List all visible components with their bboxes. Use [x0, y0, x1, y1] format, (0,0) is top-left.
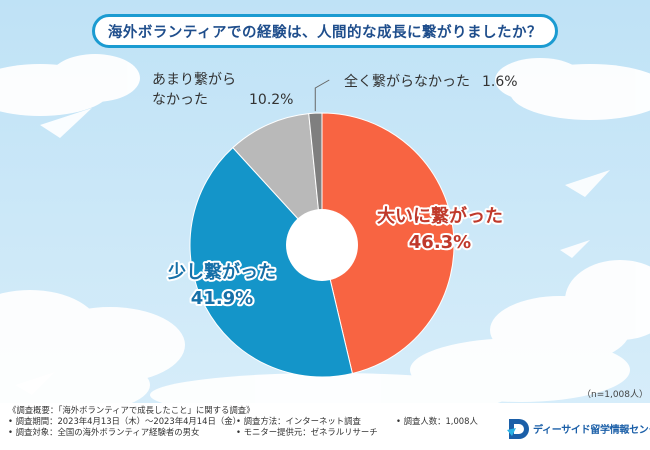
- center-logo-text: ディーサイド留学情報センター: [533, 425, 650, 436]
- sample-size-note: （n=1,008人）: [582, 390, 649, 400]
- leader-line: [314, 79, 330, 112]
- slice-label-2: 少し繋がった: [167, 261, 276, 283]
- survey-method: • 調査方法：インターネット調査: [236, 416, 361, 426]
- survey-overview: 《調査概要：「海外ボランティアで成長したこと」に関する調査》: [8, 405, 255, 415]
- slice-label-3: あまり繋がら: [152, 72, 236, 88]
- center-logo-icon: [507, 419, 529, 439]
- slice-value-1: 46.3%: [409, 232, 471, 253]
- survey-footer: 《調査概要：「海外ボランティアで成長したこと」に関する調査》 • 調査期間：20…: [0, 403, 650, 450]
- slice-label-3b: なかった: [152, 92, 208, 108]
- slice-value-2: 41.9%: [191, 288, 253, 309]
- survey-period: • 調査期間：2023年4月13日（木）～2023年4月14日（金）: [8, 416, 241, 426]
- survey-count: • 調査人数：1,008人: [396, 416, 478, 426]
- survey-provider: • モニター提供元：ゼネラルリサーチ: [236, 427, 378, 437]
- chart-title: 海外ボランティアでの経験は、人間的な成長に繋がりましたか？: [92, 14, 558, 48]
- slice-label-4: 全く繋がらなかった: [344, 73, 470, 90]
- survey-target: • 調査対象：全国の海外ボランティア経験者の男女: [8, 427, 200, 437]
- slice-value-3: 10.2%: [249, 92, 293, 108]
- slice-value-4: 1.6%: [482, 74, 518, 90]
- pie-slice-1: [321, 112, 455, 375]
- donut-hole: [286, 209, 358, 281]
- paper-plane-icon: [15, 108, 610, 395]
- pie-slice-2: [189, 146, 354, 378]
- cloud-decorations: [0, 54, 650, 417]
- slice-label-1: 大いに繋がった: [377, 205, 503, 227]
- pie-slice-3: [232, 113, 323, 247]
